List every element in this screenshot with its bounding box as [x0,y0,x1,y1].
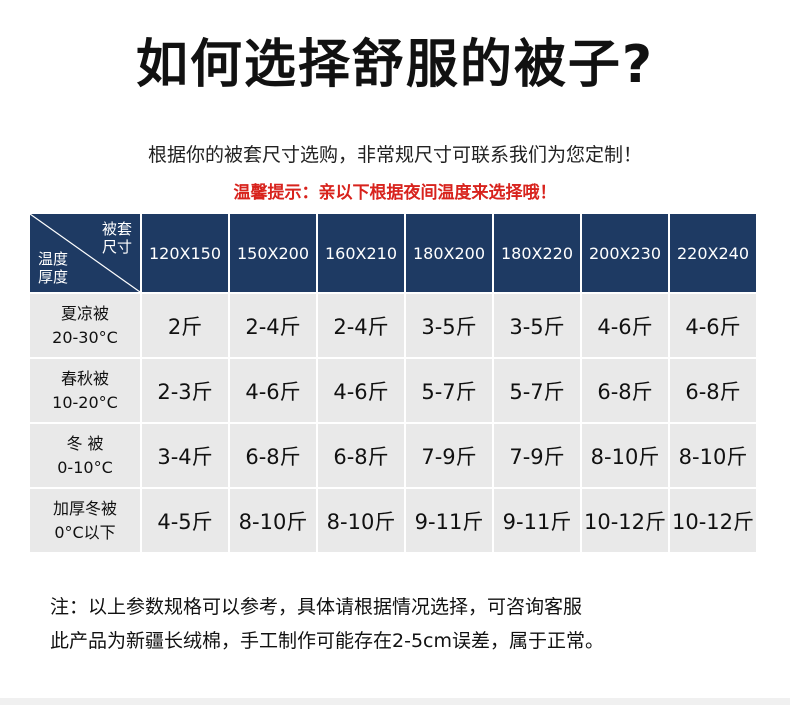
row-header: 夏凉被 20-30°C [30,294,140,357]
row-type-label: 夏凉被 [60,303,109,323]
row-temp-label: 20-30°C [52,327,118,347]
column-header: 220X240 [670,214,756,292]
footnote: 注：以上参数规格可以参考，具体请根据情况选择，可咨询客服 此产品为新疆长绒棉，手… [50,590,770,658]
table-cell: 4-6斤 [318,359,404,422]
table-cell: 4-6斤 [670,294,756,357]
table-row: 冬 被 0-10°C 3-4斤 6-8斤 6-8斤 7-9斤 7-9斤 8-10… [30,424,756,487]
footnote-line2: 此产品为新疆长绒棉，手工制作可能存在2-5cm误差，属于正常。 [50,630,604,652]
corner-header-cell: 被套 尺寸 温度 厚度 [30,214,140,292]
table-row: 夏凉被 20-30°C 2斤 2-4斤 2-4斤 3-5斤 3-5斤 4-6斤 … [30,294,756,357]
table-cell: 7-9斤 [494,424,580,487]
column-header: 180X220 [494,214,580,292]
table-cell: 10-12斤 [670,489,756,552]
row-header: 春秋被 10-20°C [30,359,140,422]
table-cell: 6-8斤 [670,359,756,422]
table-cell: 6-8斤 [230,424,316,487]
row-header: 冬 被 0-10°C [30,424,140,487]
warm-tip: 温馨提示：亲以下根据夜间温度来选择哦！ [233,183,557,203]
table-cell: 8-10斤 [230,489,316,552]
table-cell: 3-4斤 [142,424,228,487]
table-cell: 10-12斤 [582,489,668,552]
table-header-row: 被套 尺寸 温度 厚度 120X150 150X200 160X210 180X… [30,214,756,292]
column-header: 200X230 [582,214,668,292]
diagonal-divider [30,214,140,292]
table-cell: 5-7斤 [494,359,580,422]
table-cell: 6-8斤 [318,424,404,487]
table-cell: 8-10斤 [582,424,668,487]
table-cell: 2-3斤 [142,359,228,422]
page-title: 如何选择舒服的被子? [135,35,655,95]
table-cell: 3-5斤 [494,294,580,357]
table-cell: 5-7斤 [406,359,492,422]
row-temp-label: 0-10°C [57,457,113,477]
table-row: 加厚冬被 0°C以下 4-5斤 8-10斤 8-10斤 9-11斤 9-11斤 … [30,489,756,552]
row-type-label: 冬 被 [66,433,104,453]
corner-top-line1: 被套 [101,220,132,238]
table-cell: 8-10斤 [670,424,756,487]
corner-bottom-line2: 厚度 [38,268,69,286]
column-header: 180X200 [406,214,492,292]
footnote-line1: 注：以上参数规格可以参考，具体请根据情况选择，可咨询客服 [50,596,583,618]
row-type-label: 春秋被 [60,368,109,388]
size-spec-table: 被套 尺寸 温度 厚度 120X150 150X200 160X210 180X… [28,212,758,554]
table-cell: 4-5斤 [142,489,228,552]
corner-top-line2: 尺寸 [101,238,132,256]
table-cell: 2斤 [142,294,228,357]
corner-size-label: 被套 尺寸 [102,220,132,256]
corner-temp-label: 温度 厚度 [38,250,68,286]
subtitle: 根据你的被套尺寸选购，非常规尺寸可联系我们为您定制！ [147,144,642,166]
table-cell: 3-5斤 [406,294,492,357]
row-header: 加厚冬被 0°C以下 [30,489,140,552]
table-cell: 2-4斤 [230,294,316,357]
column-header: 160X210 [318,214,404,292]
row-type-label: 加厚冬被 [52,498,117,518]
table-cell: 2-4斤 [318,294,404,357]
table-cell: 9-11斤 [406,489,492,552]
table-cell: 6-8斤 [582,359,668,422]
table-cell: 8-10斤 [318,489,404,552]
table-cell: 7-9斤 [406,424,492,487]
corner-bottom-line1: 温度 [38,250,69,268]
row-temp-label: 10-20°C [52,392,118,412]
column-header: 120X150 [142,214,228,292]
column-header: 150X200 [230,214,316,292]
table-cell: 4-6斤 [582,294,668,357]
bottom-divider [0,698,790,705]
row-temp-label: 0°C以下 [54,522,116,542]
table-cell: 4-6斤 [230,359,316,422]
table-cell: 9-11斤 [494,489,580,552]
table-row: 春秋被 10-20°C 2-3斤 4-6斤 4-6斤 5-7斤 5-7斤 6-8… [30,359,756,422]
